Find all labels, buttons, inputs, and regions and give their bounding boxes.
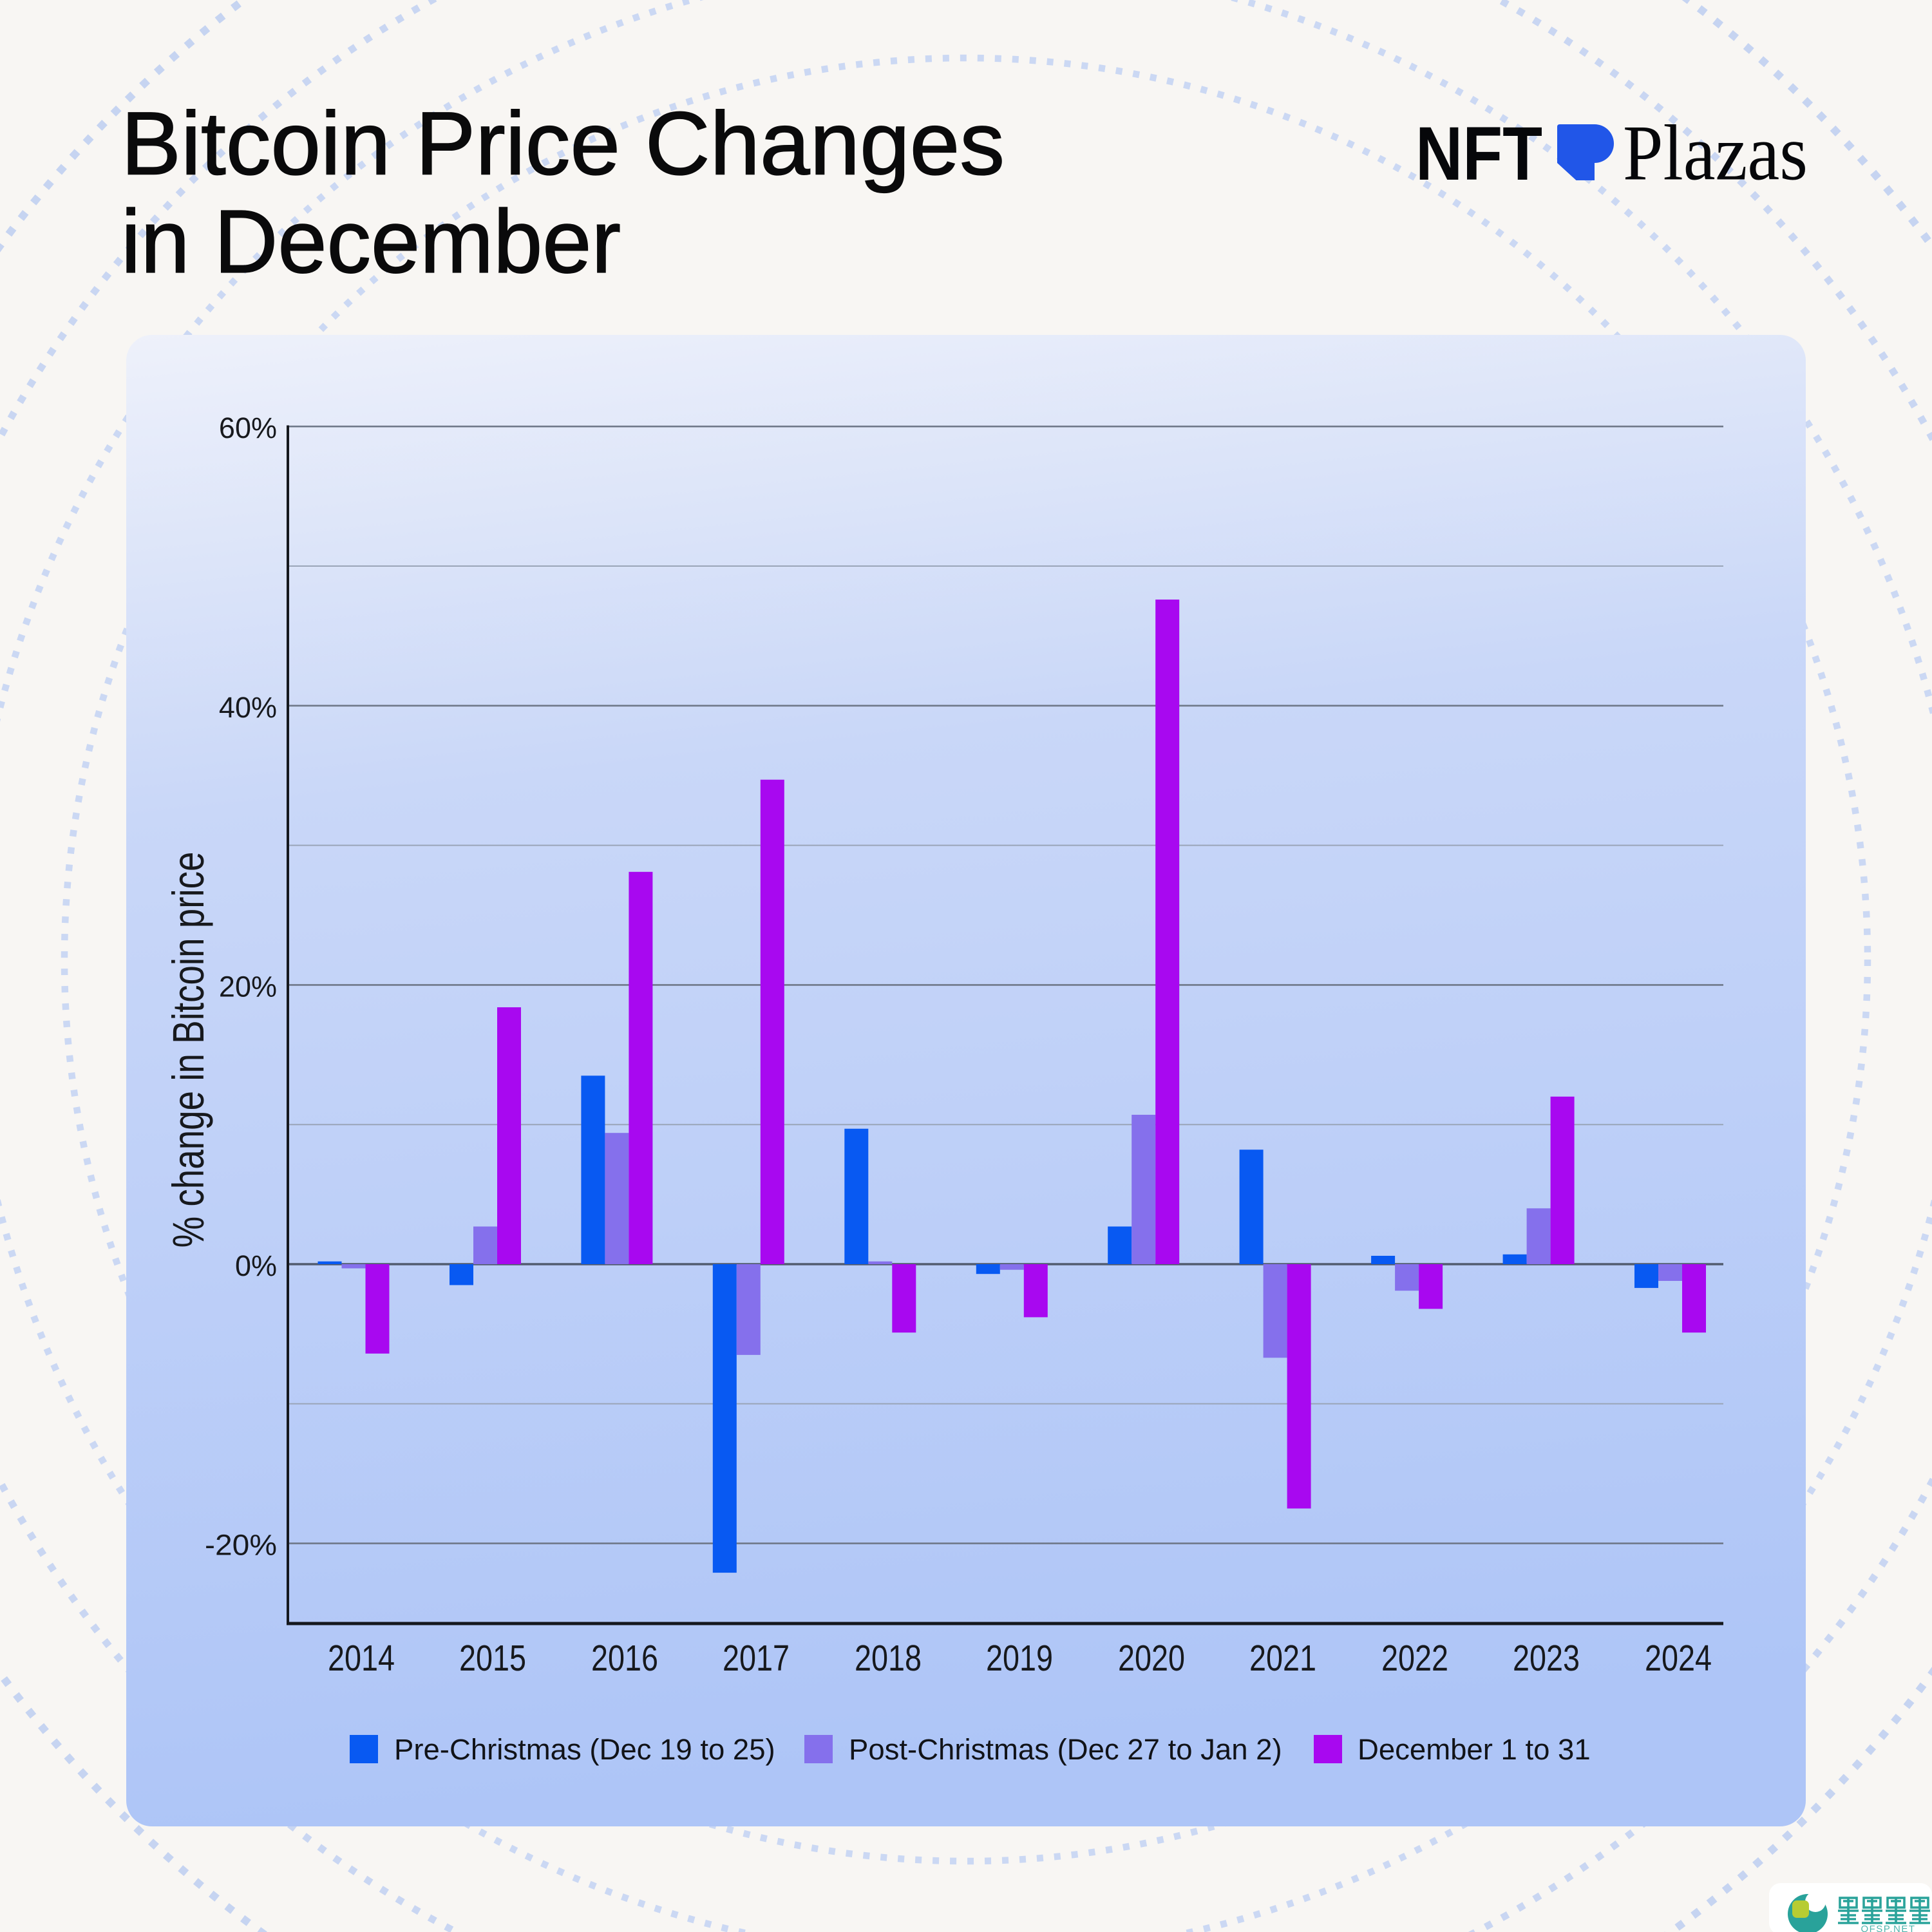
svg-text:60%: 60% [219,412,277,444]
svg-text:December 1 to 31: December 1 to 31 [1358,1733,1591,1766]
svg-text:2021: 2021 [1249,1638,1316,1679]
svg-text:Pre-Christmas (Dec 19 to 25): Pre-Christmas (Dec 19 to 25) [394,1733,775,1766]
svg-text:40%: 40% [219,691,277,724]
svg-text:2018: 2018 [855,1638,922,1679]
svg-text:2019: 2019 [986,1638,1053,1679]
svg-text:2015: 2015 [459,1638,526,1679]
svg-text:-20%: -20% [205,1529,277,1562]
svg-text:% change in Bitcoin price: % change in Bitcoin price [164,852,213,1248]
svg-text:2020: 2020 [1118,1638,1185,1679]
svg-text:2024: 2024 [1645,1638,1712,1679]
svg-text:in December: in December [121,192,621,292]
svg-text:Bitcoin Price Changes: Bitcoin Price Changes [121,94,1005,194]
svg-text:QFSP.NET: QFSP.NET [1861,1924,1915,1932]
svg-text:Plazas: Plazas [1623,109,1808,197]
svg-text:2022: 2022 [1381,1638,1448,1679]
svg-text:Post-Christmas (Dec 27 to Jan: Post-Christmas (Dec 27 to Jan 2) [849,1733,1282,1766]
svg-text:2017: 2017 [723,1638,790,1679]
svg-text:2023: 2023 [1513,1638,1580,1679]
svg-text:0%: 0% [235,1249,277,1282]
svg-text:2014: 2014 [328,1638,395,1679]
svg-text:2016: 2016 [591,1638,658,1679]
svg-text:20%: 20% [219,970,277,1003]
svg-text:NFT: NFT [1416,111,1542,196]
